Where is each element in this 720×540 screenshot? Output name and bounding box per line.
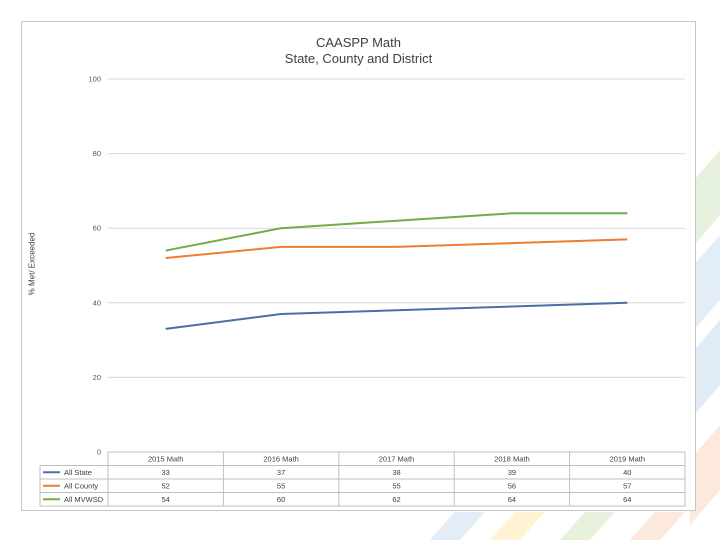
y-tick-label: 60 <box>93 224 101 233</box>
data-label: 64 <box>508 495 516 504</box>
x-tick-label: 2016 Math <box>263 455 298 464</box>
data-label: 55 <box>392 481 400 490</box>
x-tick-label: 2018 Math <box>494 455 529 464</box>
data-label: 56 <box>508 481 516 490</box>
series-line <box>165 238 628 260</box>
data-label: 40 <box>623 468 631 477</box>
x-tick-label: 2019 Math <box>610 455 645 464</box>
legend-label: All State <box>64 468 92 477</box>
data-label: 52 <box>162 481 170 490</box>
data-label: 64 <box>623 495 631 504</box>
y-tick-label: 0 <box>97 448 101 457</box>
data-label: 62 <box>392 495 400 504</box>
y-tick-label: 40 <box>93 298 101 307</box>
x-tick-label: 2015 Math <box>148 455 183 464</box>
legend-label: All MVWSD <box>64 495 104 504</box>
data-label: 54 <box>162 495 170 504</box>
data-label: 57 <box>623 481 631 490</box>
chart-title: CAASPP Math <box>315 35 402 50</box>
x-tick-label: 2017 Math <box>379 455 414 464</box>
legend-label: All County <box>64 481 98 490</box>
y-tick-label: 100 <box>88 75 101 84</box>
data-label: 60 <box>277 495 285 504</box>
chart-subtitle: State, County and District <box>284 51 433 66</box>
data-label: 33 <box>162 468 170 477</box>
y-tick-label: 20 <box>93 373 101 382</box>
series-line <box>165 212 628 252</box>
series-line <box>165 301 628 330</box>
data-label: 39 <box>508 468 516 477</box>
y-tick-label: 80 <box>93 149 101 158</box>
data-label: 38 <box>392 468 400 477</box>
chart-frame: CAASPP Math State, County and District <box>21 21 696 511</box>
data-label: 37 <box>277 468 285 477</box>
data-label: 55 <box>277 481 285 490</box>
